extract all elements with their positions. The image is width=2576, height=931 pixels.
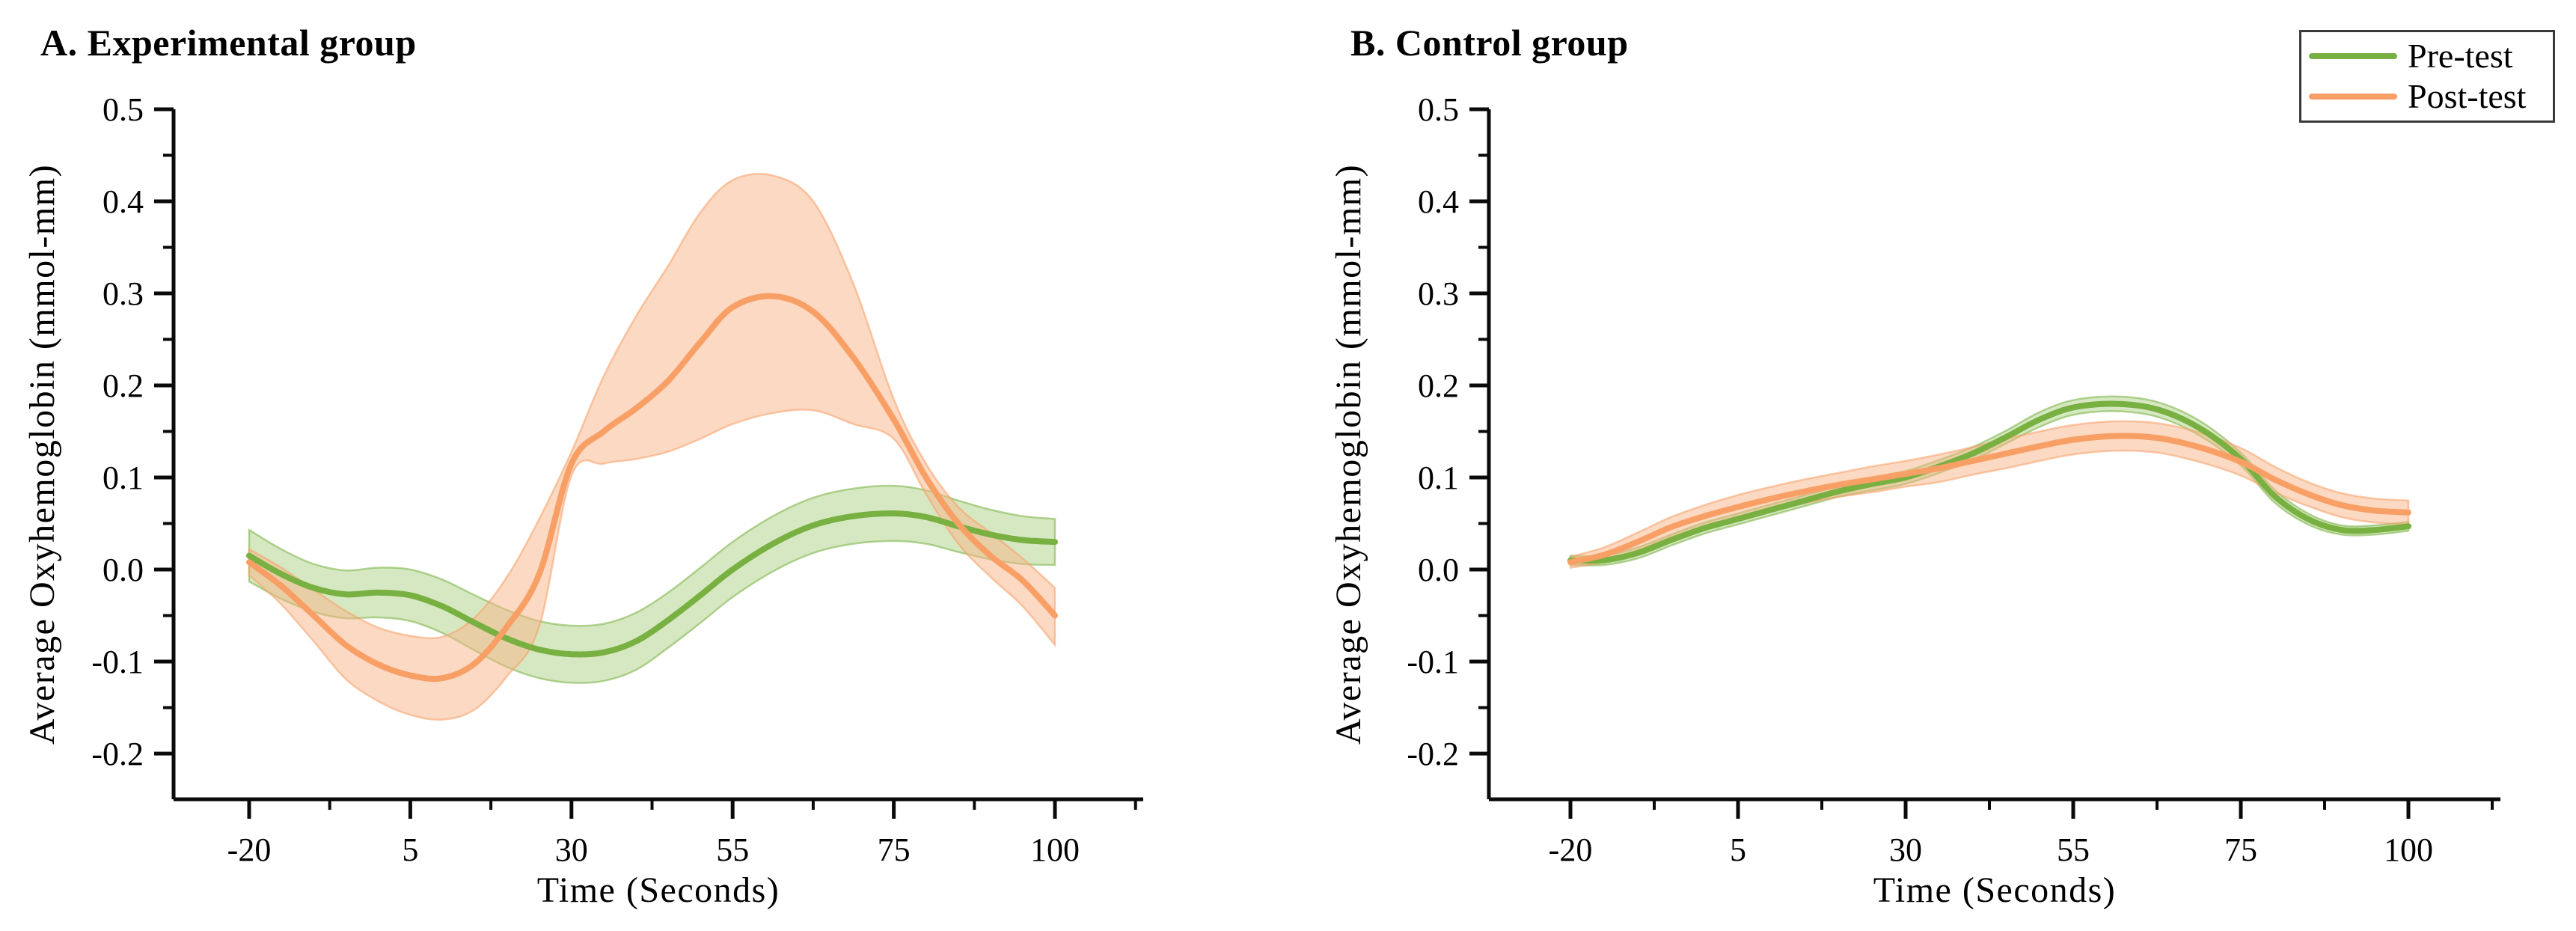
x-tick-label: 75 [878, 831, 911, 868]
y-tick-label: 0.5 [103, 91, 144, 128]
y-tick-label: -0.1 [91, 644, 144, 680]
x-tick-label: 5 [1730, 831, 1746, 868]
x-tick-label: 55 [2057, 831, 2090, 868]
experimental-chart: 0.50.40.30.20.10.0-0.1-0.2-20 5 30 55 75 100 … [22, 91, 1143, 910]
posttest-line-swatch [2309, 94, 2397, 100]
y-tick-label: 0.3 [1418, 275, 1459, 312]
panel-a-title: A. Experimental group [40, 22, 417, 64]
y-axis-label-a: Average Oxyhemoglobin (mmol-mm) [22, 164, 62, 745]
panel-b-title: B. Control group [1350, 22, 1629, 64]
pretest-legend-label: Pre-test [2408, 37, 2513, 75]
panel-control: B. Control group 0.5 0.4 0.3 0.2 0.1 0.0 -0.1 -… [1287, 0, 2576, 931]
x-tick-label: 55 [716, 831, 749, 868]
plot-area-b: 0.5 0.4 0.3 0.2 0.1 0.0 -0.1 -0.2 -20 5 30 55 75 100 [1407, 91, 2500, 868]
control-chart: 0.50.40.30.20.10.0-0.1-0.2-20 5 30 55 75 100 … [1329, 91, 2500, 910]
panel-experimental: A. Experimental group 0.5 0.4 0.3 0.2 0.1 0.0… [0, 0, 1287, 931]
legend-item-pretest: Pre-test [2309, 37, 2545, 76]
y-tick-label: 0.4 [103, 183, 144, 220]
x-tick-label: 30 [1889, 831, 1922, 868]
y-tick-label: 0.1 [103, 460, 144, 496]
y-tick-label: 0.5 [1418, 91, 1459, 128]
x-tick-label: 30 [555, 831, 588, 868]
x-tick-label: -20 [1549, 831, 1593, 868]
y-tick-label: 0.2 [103, 367, 144, 404]
y-tick-label: -0.1 [1407, 644, 1459, 680]
y-axis-label-b: Average Oxyhemoglobin (mmol-mm) [1329, 164, 1368, 745]
y-tick-label: 0.0 [103, 552, 144, 588]
y-tick-label: 0.1 [1418, 460, 1459, 496]
posttest-mean-line [1567, 433, 2411, 566]
pretest-mean-line [1567, 400, 2411, 564]
x-tick-label: -20 [227, 831, 272, 868]
x-tick-label: 5 [402, 831, 418, 868]
x-tick-label: 100 [1030, 831, 1080, 868]
pretest-line-swatch [2309, 53, 2397, 59]
x-axis-label-b: Time (Seconds) [1873, 870, 2117, 910]
x-tick-label: 100 [2384, 831, 2433, 868]
y-tick-label: 0.3 [103, 275, 144, 312]
y-tick-label: 0.4 [1418, 183, 1459, 220]
y-tick-label: 0.0 [1418, 552, 1459, 588]
legend: Pre-test Post-test [2299, 30, 2555, 123]
pretest-mean-line [246, 510, 1058, 658]
plot-area-a: 0.5 0.4 0.3 0.2 0.1 0.0 -0.1 -0.2 -20 5 30 55 75 100 [91, 91, 1143, 868]
posttest-legend-label: Post-test [2408, 77, 2527, 115]
y-tick-label: 0.2 [1418, 367, 1459, 404]
posttest-confidence-band [248, 173, 1056, 721]
y-tick-label: -0.2 [1407, 736, 1459, 772]
posttest-mean-line [246, 293, 1058, 683]
x-tick-label: 75 [2224, 831, 2257, 868]
legend-item-posttest: Post-test [2309, 77, 2545, 116]
y-tick-label: -0.2 [91, 736, 144, 772]
x-axis-label-a: Time (Seconds) [537, 870, 780, 910]
